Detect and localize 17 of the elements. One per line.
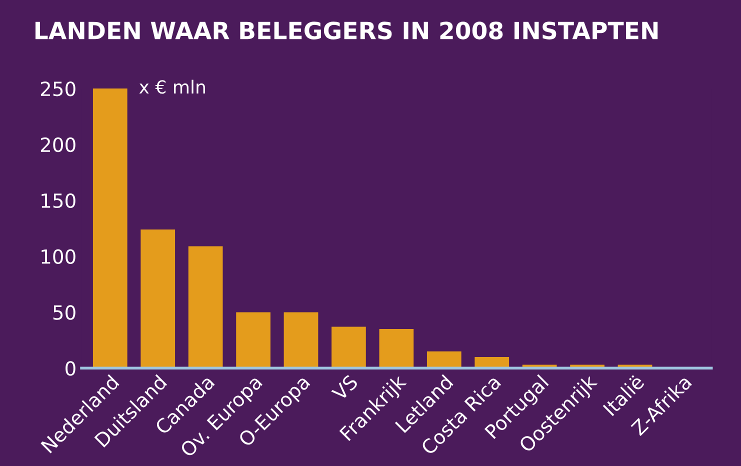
bar xyxy=(140,229,176,368)
bar xyxy=(236,312,270,368)
bar xyxy=(332,326,366,368)
bar xyxy=(426,351,462,368)
chart-title: LANDEN WAAR BELEGGERS IN 2008 INSTAPTEN xyxy=(36,22,658,40)
y-tick-label: 200 xyxy=(40,137,76,152)
bar xyxy=(474,356,510,368)
y-tick-label: 100 xyxy=(42,249,76,264)
y-tick-label: 150 xyxy=(42,193,76,208)
y-axis-title: x € mln xyxy=(139,80,205,94)
bar xyxy=(379,328,414,368)
bar xyxy=(188,246,223,368)
y-tick-label: 250 xyxy=(40,81,76,96)
bar xyxy=(284,312,318,368)
y-tick-label: 50 xyxy=(53,305,76,320)
y-tick-label: 0 xyxy=(66,361,76,376)
bar xyxy=(92,88,128,368)
